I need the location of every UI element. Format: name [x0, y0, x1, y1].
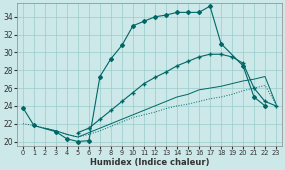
- X-axis label: Humidex (Indice chaleur): Humidex (Indice chaleur): [90, 158, 209, 167]
